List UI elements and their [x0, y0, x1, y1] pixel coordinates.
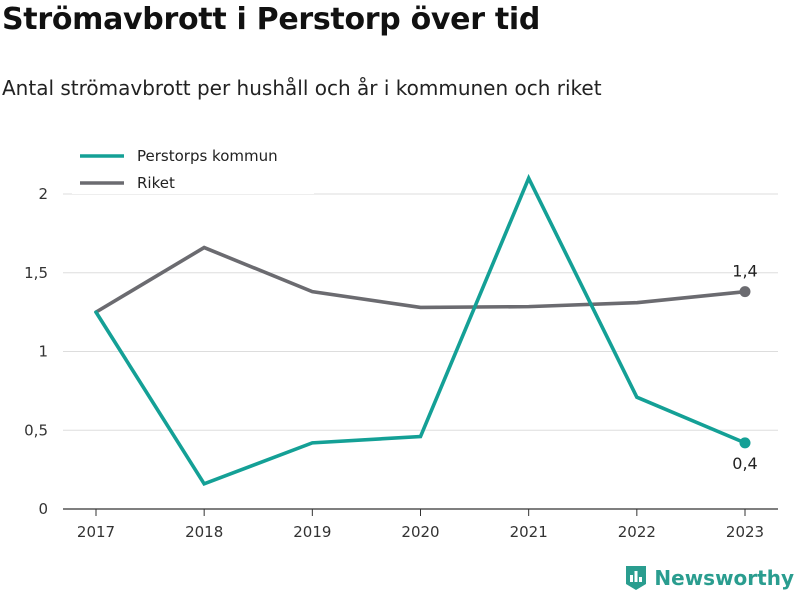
chart-title: Strömavbrott i Perstorp över tid [2, 2, 541, 37]
x-tick-label: 2023 [726, 523, 764, 541]
series-end-point [739, 437, 751, 449]
y-tick-label: 1 [38, 343, 48, 361]
bar-chart-badge-icon [626, 566, 647, 590]
x-tick-label: 2022 [618, 523, 656, 541]
legend: Perstorps kommun Riket [72, 140, 314, 194]
y-tick-label: 1,5 [24, 264, 48, 282]
series-line [94, 245, 747, 314]
series-line [94, 173, 747, 487]
x-tick-label: 2020 [401, 523, 439, 541]
x-tick-label: 2021 [510, 523, 548, 541]
end-value-label: 1,4 [732, 262, 757, 281]
x-tick-label: 2019 [293, 523, 331, 541]
legend-label: Perstorps kommun [137, 147, 278, 165]
x-tick-label: 2018 [185, 523, 223, 541]
legend-background [72, 140, 314, 194]
y-tick-label: 0 [38, 500, 48, 518]
series-lines: 1,4 0,4 [94, 173, 758, 487]
end-value-label: 0,4 [732, 454, 757, 473]
axes: 0 0,5 1 1,5 2 2017 2018 2019 2020 2021 2022 2023 [24, 185, 764, 541]
chart-subtitle: Antal strömavbrott per hushåll och år i … [2, 76, 602, 100]
x-tick-label: 2017 [77, 523, 115, 541]
gridlines [63, 193, 778, 510]
legend-label: Riket [137, 174, 175, 192]
y-tick-label: 0,5 [24, 421, 48, 439]
y-tick-label: 2 [38, 185, 48, 203]
newsworthy-logo: Newsworthy [624, 564, 794, 592]
logo-text: Newsworthy [654, 566, 794, 590]
series-end-point [739, 286, 751, 298]
